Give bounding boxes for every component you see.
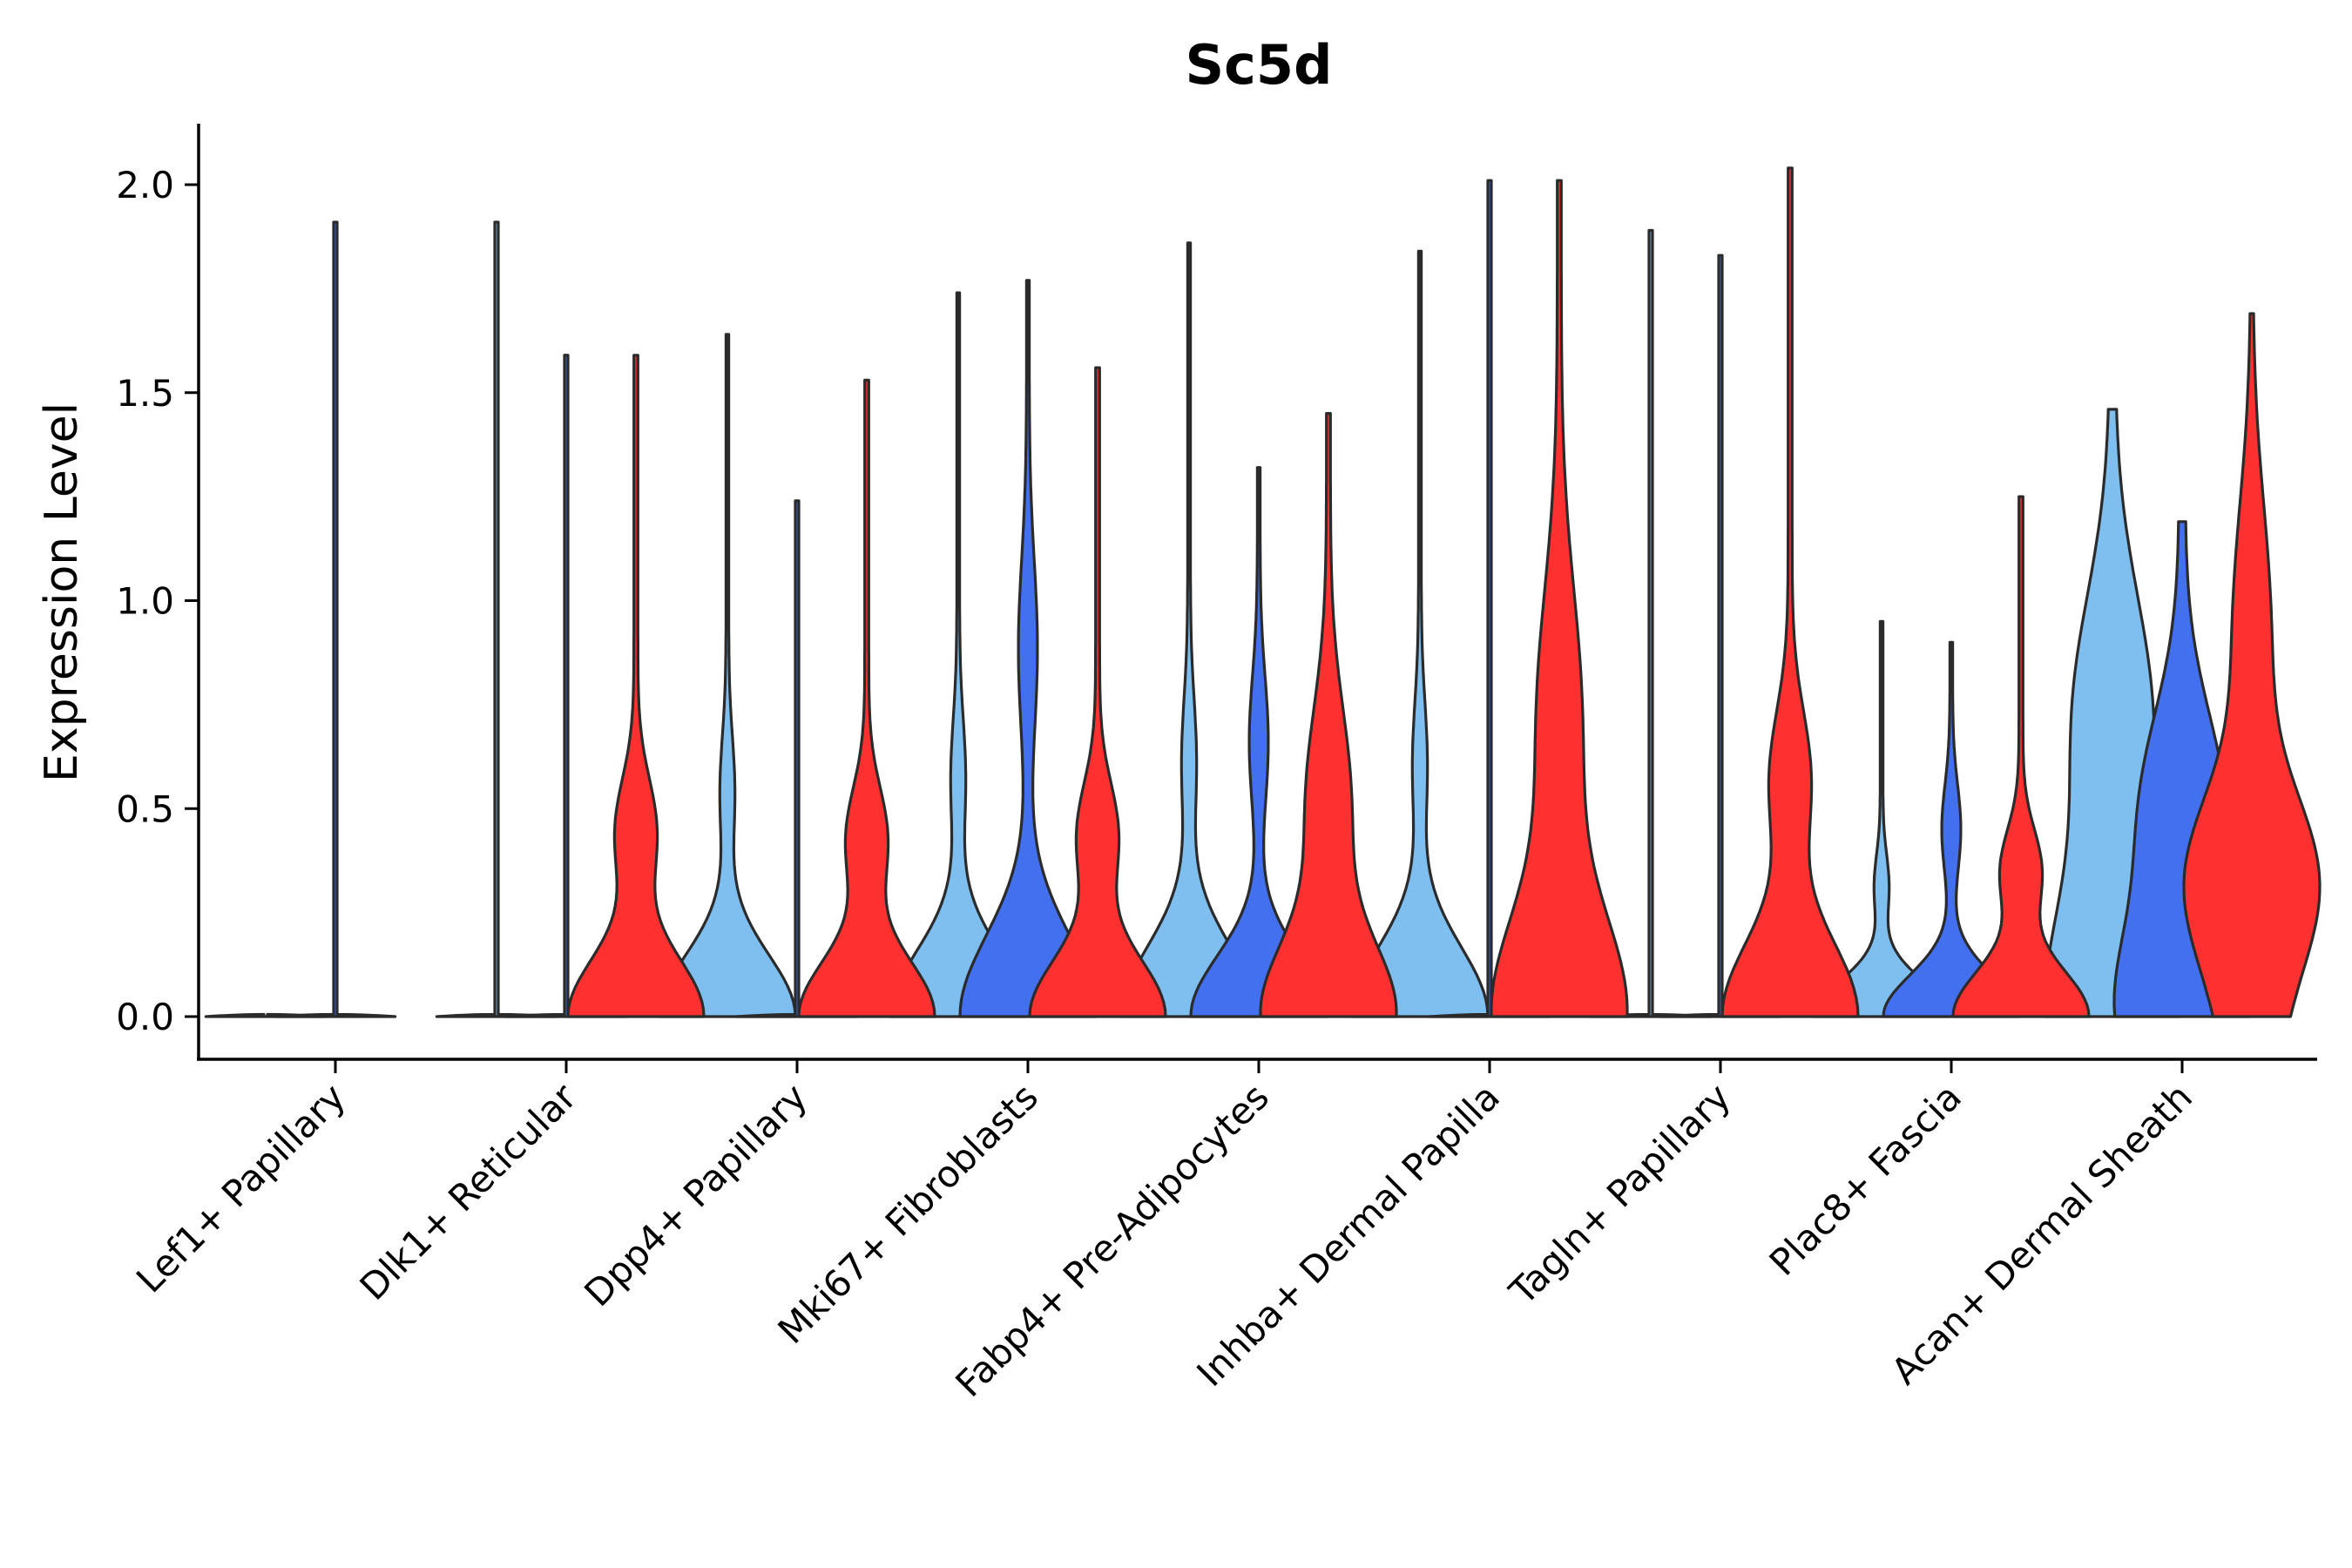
y-tick-label: 0.0 xyxy=(116,996,174,1038)
y-ticks: 0.0 0.5 1.0 1.5 2.0 xyxy=(116,164,199,1038)
violin-C-7 xyxy=(1951,495,2091,1018)
violin-A-6 xyxy=(1589,228,1713,1018)
violin-B-1 xyxy=(504,354,628,1018)
violin-B-0 xyxy=(274,220,397,1018)
violin-C-3 xyxy=(1028,366,1167,1018)
violin-C-1 xyxy=(566,354,706,1018)
violin-B-7 xyxy=(1882,640,2021,1018)
violin-C-2 xyxy=(797,378,936,1018)
violin-B-3 xyxy=(958,279,1098,1018)
violin-C-5 xyxy=(1490,179,1629,1018)
violin-A-1 xyxy=(435,220,558,1018)
violin-C-4 xyxy=(1259,412,1398,1018)
x-category-label: Lef1+ Papillary xyxy=(128,1075,354,1301)
violin-C-8 xyxy=(2182,312,2322,1018)
violin-C-6 xyxy=(1720,166,1860,1018)
violin-A-2 xyxy=(658,333,797,1018)
violin-A-4 xyxy=(1119,241,1259,1018)
y-tick-label: 2.0 xyxy=(116,164,174,206)
y-tick-label: 0.5 xyxy=(116,787,174,830)
violin-A-5 xyxy=(1350,249,1490,1018)
x-category-label: Plac8+ Fascia xyxy=(1761,1075,1970,1283)
x-category-label: Mki67+ Fibroblasts xyxy=(770,1075,1046,1351)
violin-A-3 xyxy=(889,291,1028,1018)
y-tick-label: 1.5 xyxy=(116,372,174,415)
chart-title: Sc5d xyxy=(1186,33,1333,97)
violin-B-4 xyxy=(1189,466,1328,1018)
violins-layer xyxy=(204,166,2322,1018)
y-tick-label: 1.0 xyxy=(116,580,174,623)
y-axis-label: Expression Level xyxy=(36,402,88,782)
violin-A-7 xyxy=(1812,619,1951,1018)
x-category-label: Tagln+ Papillary xyxy=(1501,1075,1739,1313)
x-category-label: Dpp4+ Papillary xyxy=(576,1075,815,1315)
x-category-label: Dlk1+ Reticular xyxy=(352,1075,585,1308)
